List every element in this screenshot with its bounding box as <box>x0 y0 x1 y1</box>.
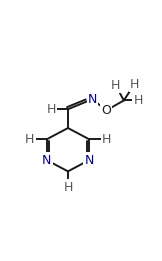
Text: H: H <box>134 94 143 107</box>
Text: H: H <box>111 79 120 92</box>
Text: N: N <box>85 153 94 167</box>
Text: N: N <box>42 153 51 167</box>
Text: H: H <box>25 133 34 146</box>
Text: H: H <box>102 133 112 146</box>
Text: N: N <box>88 93 97 106</box>
Text: H: H <box>63 181 73 194</box>
Text: O: O <box>101 104 111 117</box>
Text: H: H <box>130 78 139 91</box>
Text: H: H <box>46 103 56 116</box>
